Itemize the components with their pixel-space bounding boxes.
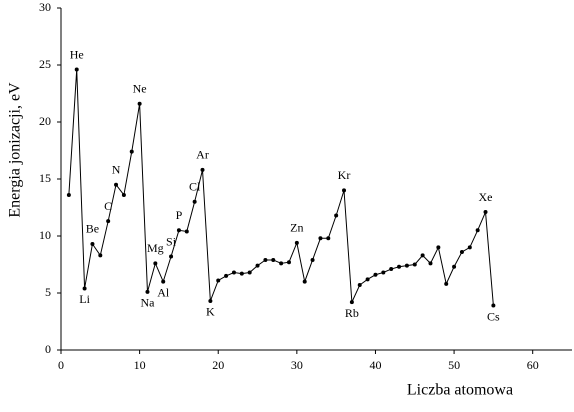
point — [436, 245, 441, 250]
y-tick-label: 0 — [45, 342, 51, 356]
x-tick-label: 50 — [448, 358, 460, 372]
point — [255, 263, 260, 268]
point — [184, 229, 189, 234]
point — [365, 277, 370, 282]
point — [389, 267, 394, 272]
point — [381, 270, 386, 275]
point — [342, 188, 347, 193]
point — [247, 270, 252, 275]
annotation: Na — [140, 296, 155, 310]
point — [231, 270, 236, 275]
annotation: Ne — [133, 82, 147, 96]
point — [224, 273, 229, 278]
x-tick-label: 60 — [527, 358, 539, 372]
point — [397, 264, 402, 269]
annotation: Zn — [290, 221, 303, 235]
annotation: Kr — [338, 168, 351, 182]
point — [192, 199, 197, 204]
y-tick-label: 10 — [39, 228, 51, 242]
annotation: P — [176, 208, 183, 222]
point — [129, 149, 134, 154]
point — [326, 236, 331, 241]
y-tick-label: 25 — [39, 57, 51, 71]
point — [82, 286, 87, 291]
x-axis-title: Liczba atomowa — [407, 382, 513, 399]
annotation: Ar — [196, 148, 209, 162]
point — [121, 192, 126, 197]
annotation: Cs — [487, 309, 500, 323]
point — [483, 210, 488, 215]
series-line — [68, 69, 494, 306]
point — [357, 283, 362, 288]
point — [452, 264, 457, 269]
annotation: He — [70, 47, 84, 61]
x-tick-label: 0 — [58, 358, 64, 372]
x-tick-label: 10 — [134, 358, 146, 372]
point — [169, 254, 174, 259]
point — [74, 67, 79, 72]
point — [310, 257, 315, 262]
annotation: Rb — [345, 306, 359, 320]
point — [373, 272, 378, 277]
x-tick-label: 40 — [369, 358, 381, 372]
point — [318, 236, 323, 241]
point — [334, 213, 339, 218]
x-tick-label: 30 — [291, 358, 303, 372]
annotation: Li — [79, 292, 90, 306]
annotation: Cl — [189, 180, 201, 194]
point — [302, 279, 307, 284]
y-tick-label: 30 — [39, 0, 51, 14]
point — [475, 228, 480, 233]
point — [279, 261, 284, 266]
y-tick-label: 20 — [39, 114, 51, 128]
point — [467, 245, 472, 250]
point — [106, 219, 111, 224]
point — [420, 253, 425, 258]
annotation: C — [104, 199, 112, 213]
x-tick-label: 20 — [212, 358, 224, 372]
point — [90, 241, 95, 246]
point — [491, 303, 496, 308]
point — [263, 257, 268, 262]
point — [114, 182, 119, 187]
point — [428, 261, 433, 266]
point — [286, 260, 291, 265]
annotation: Al — [157, 285, 170, 299]
point — [145, 289, 150, 294]
point — [98, 253, 103, 258]
point — [137, 101, 142, 106]
y-axis-title: Energia jonizacji, eV — [7, 82, 24, 218]
point — [349, 300, 354, 305]
point — [444, 281, 449, 286]
y-tick-label: 15 — [39, 171, 51, 185]
point — [66, 192, 71, 197]
annotation: Xe — [479, 190, 493, 204]
annotation: K — [206, 305, 215, 319]
annotation: N — [112, 162, 121, 176]
point — [153, 261, 158, 266]
y-tick-label: 5 — [45, 285, 51, 299]
annotation: Be — [86, 222, 99, 236]
point — [294, 240, 299, 245]
point — [404, 263, 409, 268]
point — [200, 167, 205, 172]
point — [459, 249, 464, 254]
point — [208, 298, 213, 303]
point — [239, 271, 244, 276]
point — [216, 278, 221, 283]
annotation: Mg — [147, 241, 164, 255]
point — [271, 257, 276, 262]
point — [412, 262, 417, 267]
point — [161, 279, 166, 284]
point — [176, 228, 181, 233]
annotation: Si — [166, 234, 177, 248]
